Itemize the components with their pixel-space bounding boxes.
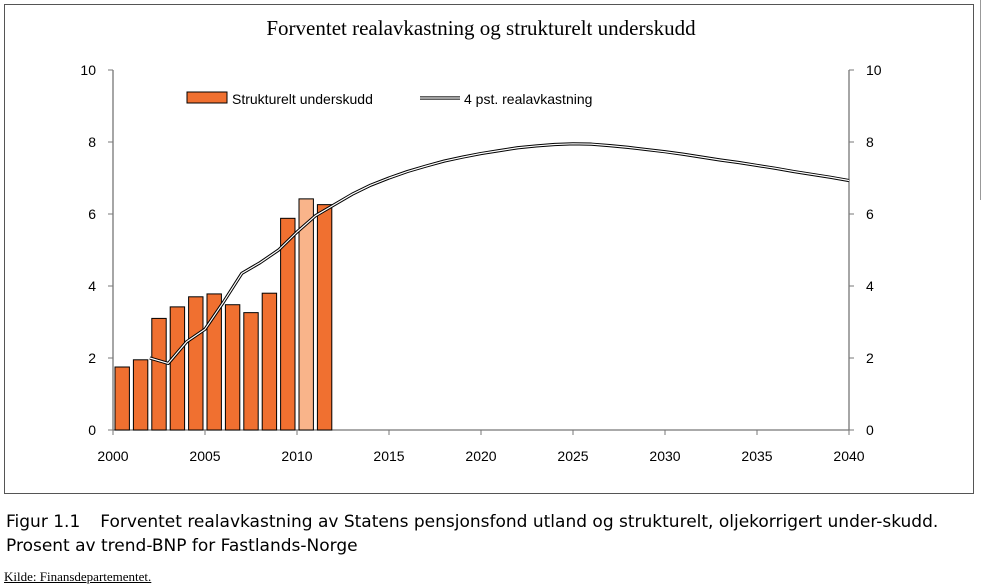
line-series bbox=[149, 142, 850, 365]
y-tick-label-left: 4 bbox=[88, 278, 96, 294]
bar-2000 bbox=[114, 366, 130, 431]
bar-2006 bbox=[224, 304, 241, 431]
bar-series bbox=[114, 198, 333, 431]
x-tick-label: 2040 bbox=[833, 448, 864, 464]
chart: Forventet realavkastning og strukturelt … bbox=[80, 16, 881, 464]
bar-2009 bbox=[280, 217, 296, 431]
bar-2002 bbox=[151, 317, 167, 431]
y-tick-label-right: 0 bbox=[866, 422, 874, 438]
y-tick-label-left: 6 bbox=[88, 206, 96, 222]
x-tick-label: 2005 bbox=[189, 448, 220, 464]
bar-2010 bbox=[298, 198, 314, 431]
bar-2003 bbox=[169, 306, 186, 431]
y-tick-label-right: 2 bbox=[866, 350, 874, 366]
bar-2001 bbox=[132, 359, 149, 431]
source-note: Kilde: Finansdepartementet. bbox=[4, 569, 152, 584]
legend-label-line: 4 pst. realavkastning bbox=[464, 91, 592, 107]
bar-2007 bbox=[243, 312, 259, 431]
x-tick-label: 2015 bbox=[373, 448, 404, 464]
y-tick-label-right: 10 bbox=[866, 62, 882, 78]
x-tick-label: 2000 bbox=[97, 448, 128, 464]
x-tick-label: 2030 bbox=[649, 448, 680, 464]
figure-caption: Figur 1.1 Forventet realavkastning av Sta… bbox=[6, 510, 981, 558]
figure-number: Figur 1.1 bbox=[6, 512, 81, 532]
axes: 0 0 2 2 4 4 6 6 8 8 10 10 2000 2005 2010 2015 2020 2025 20… bbox=[80, 62, 881, 464]
bar-2011 bbox=[316, 204, 333, 431]
line-4pst-inner bbox=[149, 143, 850, 364]
chart-title: Forventet realavkastning og strukturelt … bbox=[266, 16, 696, 40]
x-tick-label: 2010 bbox=[281, 448, 312, 464]
legend: Strukturelt underskudd 4 pst. realavkast… bbox=[186, 91, 592, 107]
y-tick-label-left: 10 bbox=[80, 62, 96, 78]
bar-2008 bbox=[261, 292, 278, 431]
y-tick-label-left: 8 bbox=[88, 134, 96, 150]
x-tick-label: 2025 bbox=[557, 448, 588, 464]
x-tick-label: 2035 bbox=[741, 448, 772, 464]
x-tick-label: 2020 bbox=[465, 448, 496, 464]
bar-2004 bbox=[188, 296, 204, 431]
y-tick-label-left: 2 bbox=[88, 350, 96, 366]
legend-label-bar: Strukturelt underskudd bbox=[232, 91, 373, 107]
legend-swatch-bar bbox=[186, 91, 228, 104]
y-tick-label-right: 4 bbox=[866, 278, 874, 294]
y-tick-label-right: 6 bbox=[866, 206, 874, 222]
y-tick-label-left: 0 bbox=[88, 422, 96, 438]
page-edge-divider bbox=[980, 0, 987, 200]
bar-2005 bbox=[206, 293, 222, 431]
y-tick-label-right: 8 bbox=[866, 134, 874, 150]
figure-caption-text: Forventet realavkastning av Statens pens… bbox=[6, 512, 939, 556]
